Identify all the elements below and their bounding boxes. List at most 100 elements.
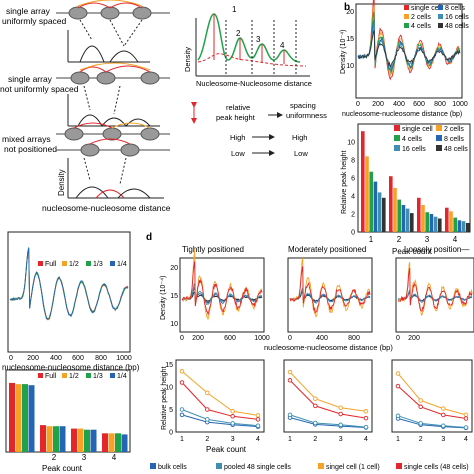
peak-series-line — [397, 373, 467, 416]
xtick-label: 600 — [224, 335, 236, 342]
xtick-label: 1 — [396, 436, 400, 443]
legend-swatch — [86, 373, 91, 378]
legend-swatch — [86, 261, 91, 266]
bar — [102, 433, 108, 452]
density-curve — [9, 247, 129, 320]
peak-point — [441, 412, 446, 418]
xtick-label: 200 — [372, 101, 384, 108]
peak-point — [363, 409, 369, 414]
bar — [46, 426, 53, 452]
bar — [466, 223, 470, 232]
legend-swatch — [404, 5, 409, 10]
panel-d-title-3: Loosely position— — [404, 245, 469, 254]
xtick-label: 600 — [413, 101, 425, 108]
peak-point — [179, 380, 185, 385]
panel-b-bar-frame — [357, 123, 471, 233]
peak-point — [313, 420, 318, 426]
legend-swatch — [38, 373, 43, 378]
xtick-label: 2 — [205, 436, 209, 443]
legend-swatch — [404, 23, 409, 28]
bar — [40, 425, 46, 452]
legend-label: pooled 48 single cells — [224, 464, 291, 471]
panel-d-density-ylabel: Density (10⁻⁴) — [160, 276, 167, 320]
panel-b-density-curves — [357, 0, 461, 81]
nucleosome-icon — [68, 6, 88, 20]
peak-point — [179, 407, 185, 412]
relationship-legend: relative peak height spacing uniformness… — [191, 101, 327, 158]
panel-b-line-ylabel: Density (10⁻⁴) — [340, 30, 347, 74]
nucleosome-icon — [80, 143, 100, 157]
legend-swatch — [396, 463, 402, 469]
density-curve-48-cells — [357, 29, 461, 69]
legend-swatch — [216, 463, 222, 469]
xtick-label: 2 — [419, 436, 423, 443]
bar — [438, 218, 442, 232]
peak-series-line — [181, 409, 259, 427]
peak-point — [287, 378, 293, 383]
peak-point — [338, 422, 343, 428]
xtick-label: 4 — [364, 436, 368, 443]
panel-c-line-legend: Full 1/2 1/3 1/4 — [38, 261, 127, 268]
bar — [393, 187, 397, 232]
peak-point — [338, 405, 343, 410]
panel-a-xaxis-label: nucleosome-nucleosome distance — [42, 203, 171, 213]
ytick-label: 6 — [351, 176, 355, 183]
peak-point — [463, 416, 469, 421]
density-curve — [397, 268, 473, 312]
bar — [59, 426, 66, 452]
peak-point — [205, 417, 210, 422]
bar — [115, 433, 121, 452]
xtick-label: 4 — [453, 235, 458, 244]
panel-c-line-xlabel: nucleosome-nucleosome distance (bp) — [2, 363, 140, 372]
peak-point — [230, 414, 235, 419]
xtick-label: 0 — [9, 355, 13, 362]
peak-point — [363, 424, 369, 430]
peak-point — [463, 425, 469, 430]
nucleosome-icon — [140, 127, 160, 141]
xtick-label: 400 — [50, 355, 62, 362]
legend-swatch — [150, 463, 156, 469]
legend-spacing-line1: spacing — [290, 101, 316, 110]
legend-relative-line1: relative — [226, 103, 250, 112]
row1-schematic — [56, 0, 170, 63]
panel-b-bar-ylabel: Relative peak height — [341, 151, 348, 214]
legend-high-right: High — [292, 133, 307, 142]
ytick-label: 2 — [351, 212, 355, 219]
legend-swatch — [62, 261, 67, 266]
legend-swatch — [438, 14, 443, 19]
legend-swatch — [38, 261, 43, 266]
panel-d-peak-ylabel: Relative peak height — [161, 367, 168, 430]
xtick-label: 200 — [408, 335, 420, 342]
xtick-label: 4 — [464, 436, 468, 443]
ytick-label: 10 — [165, 385, 173, 392]
bar — [90, 429, 97, 452]
panel-c-bars — [9, 382, 128, 452]
peak-point — [463, 412, 469, 418]
ytick-label: 10 — [347, 140, 355, 147]
peak-point — [441, 406, 446, 411]
legend-label: single cell — [411, 5, 442, 12]
legend-label: 16 cells — [402, 146, 426, 153]
bar — [429, 214, 434, 232]
nucleosome-icon — [100, 6, 120, 20]
bar — [389, 176, 393, 232]
bar — [84, 429, 90, 452]
bar — [22, 384, 28, 452]
density-curve — [10, 248, 129, 320]
peak-point — [205, 407, 210, 412]
peak-series-line — [289, 414, 367, 428]
xtick-label: 800 — [434, 101, 446, 108]
xtick-label: 3 — [82, 453, 87, 462]
xtick-label: 1000 — [452, 101, 468, 108]
panel-c-line-xticks: 0 200 400 600 800 1000 — [9, 355, 132, 362]
xtick-label: 1000 — [254, 335, 270, 342]
bar — [53, 426, 59, 452]
density-curve — [181, 261, 263, 316]
bar — [417, 197, 421, 232]
ytick-label: 0 — [169, 430, 173, 437]
panel-c: Full 1/2 1/3 1/4 0 200 400 600 800 1000 nuc… — [2, 231, 140, 473]
panel-b-line-frame — [355, 3, 463, 99]
panel-b-line-yticks: 10 15 20 — [346, 9, 354, 70]
xtick-label: 4 — [112, 453, 117, 462]
